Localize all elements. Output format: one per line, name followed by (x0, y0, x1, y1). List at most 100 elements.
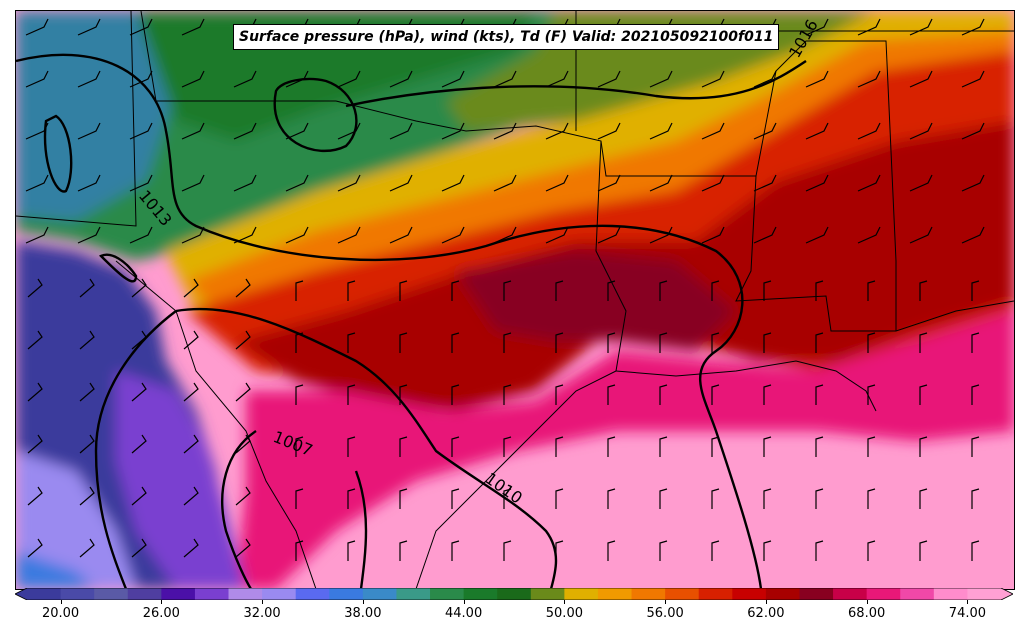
wind-barb (961, 70, 985, 88)
wind-barb (27, 330, 43, 350)
colorbar-swatch (94, 588, 129, 600)
wind-barb (493, 70, 517, 88)
wind-barb (701, 122, 725, 140)
wind-barb (451, 280, 460, 301)
wind-barb (233, 122, 257, 140)
colorbar-swatch (497, 588, 532, 600)
colorbar-swatch (665, 588, 700, 600)
colorbar-tick (967, 600, 969, 604)
map-panel: 1013 1016 1007 1010 Surface pressure (hP… (15, 10, 1015, 590)
wind-barb (399, 332, 408, 353)
wind-barb (607, 488, 616, 509)
wind-barb (597, 122, 621, 140)
wind-barb (503, 332, 512, 353)
colorbar-swatch (329, 588, 364, 600)
wind-barb (607, 384, 616, 405)
wind-barb (649, 70, 673, 88)
wind-barb (909, 226, 933, 244)
wind-barb (451, 332, 460, 353)
wind-barb (183, 382, 199, 402)
wind-barb (79, 382, 95, 402)
wind-barb (971, 280, 980, 301)
wind-barb (389, 122, 413, 140)
colorbar-extend-low (15, 588, 27, 600)
wind-barb (451, 436, 460, 457)
wind-barb (711, 436, 720, 457)
wind-barb (919, 332, 928, 353)
wind-barb (753, 226, 777, 244)
wind-barb (659, 540, 668, 561)
wind-barb (857, 226, 881, 244)
colorbar-tick-label: 74.00 (948, 606, 987, 621)
wind-barb (441, 174, 465, 192)
colorbar-swatch (396, 588, 431, 600)
wind-barb (285, 226, 309, 244)
wind-barb (129, 174, 153, 192)
dewpoint-field (16, 11, 1014, 589)
wind-barb (711, 540, 720, 561)
wind-barb (805, 122, 829, 140)
wind-barb (337, 122, 361, 140)
colorbar (15, 588, 1013, 600)
wind-barb (555, 384, 564, 405)
wind-barb (909, 174, 933, 192)
wind-barb (659, 332, 668, 353)
colorbar-tick (866, 600, 868, 604)
colorbar-swatch (698, 588, 733, 600)
colorbar-swatch (530, 588, 565, 600)
wind-barb (857, 70, 881, 88)
wind-barb (25, 18, 49, 36)
wind-barb (25, 226, 49, 244)
colorbar-swatch (597, 588, 633, 600)
wind-barb (235, 486, 251, 506)
wind-barb (815, 332, 824, 353)
wind-barb (181, 174, 205, 192)
wind-barb (25, 122, 49, 140)
wind-barb (711, 488, 720, 509)
isobars (16, 53, 807, 589)
wind-barb (805, 18, 829, 36)
wind-barb (181, 122, 205, 140)
colorbar-swatch (732, 588, 767, 600)
wind-barb (285, 122, 309, 140)
wind-barb (493, 122, 517, 140)
wind-barb (815, 436, 824, 457)
wind-barb (763, 488, 772, 509)
wind-barb (919, 540, 928, 561)
wind-barb (131, 486, 147, 506)
wind-barb (815, 280, 824, 301)
colorbar-tick-label: 38.00 (344, 606, 382, 621)
wind-barb (971, 384, 980, 405)
colorbar-tick (362, 600, 364, 604)
wind-barb (659, 280, 668, 301)
wind-barb (555, 436, 564, 457)
wind-barb (235, 434, 251, 454)
wind-barb (183, 538, 199, 558)
wind-barb (399, 540, 408, 561)
colorbar-tick (665, 600, 667, 604)
wind-barb (79, 278, 95, 298)
colorbar-swatch (27, 588, 62, 600)
wind-barb (295, 540, 304, 561)
wind-barb (235, 382, 251, 402)
wind-barb (493, 174, 517, 192)
wind-barb (711, 384, 720, 405)
wind-barb (701, 174, 725, 192)
wind-barb (753, 70, 777, 88)
wind-barb (503, 436, 512, 457)
wind-barb (971, 436, 980, 457)
wind-barb (545, 226, 569, 244)
colorbar-tick (463, 600, 465, 604)
wind-barb (909, 122, 933, 140)
colorbar-swatch (262, 588, 297, 600)
colorbar-tick-label: 20.00 (41, 606, 80, 621)
wind-barb (285, 70, 309, 88)
colorbar-tick-label: 44.00 (445, 606, 483, 621)
colorbar-tick-label: 50.00 (545, 606, 583, 621)
colorbar-tick-label: 26.00 (142, 606, 180, 621)
wind-barb (235, 330, 251, 350)
colorbar-swatch (799, 588, 834, 600)
wind-barb (919, 436, 928, 457)
wind-barb (79, 486, 95, 506)
wind-barb (233, 70, 257, 88)
